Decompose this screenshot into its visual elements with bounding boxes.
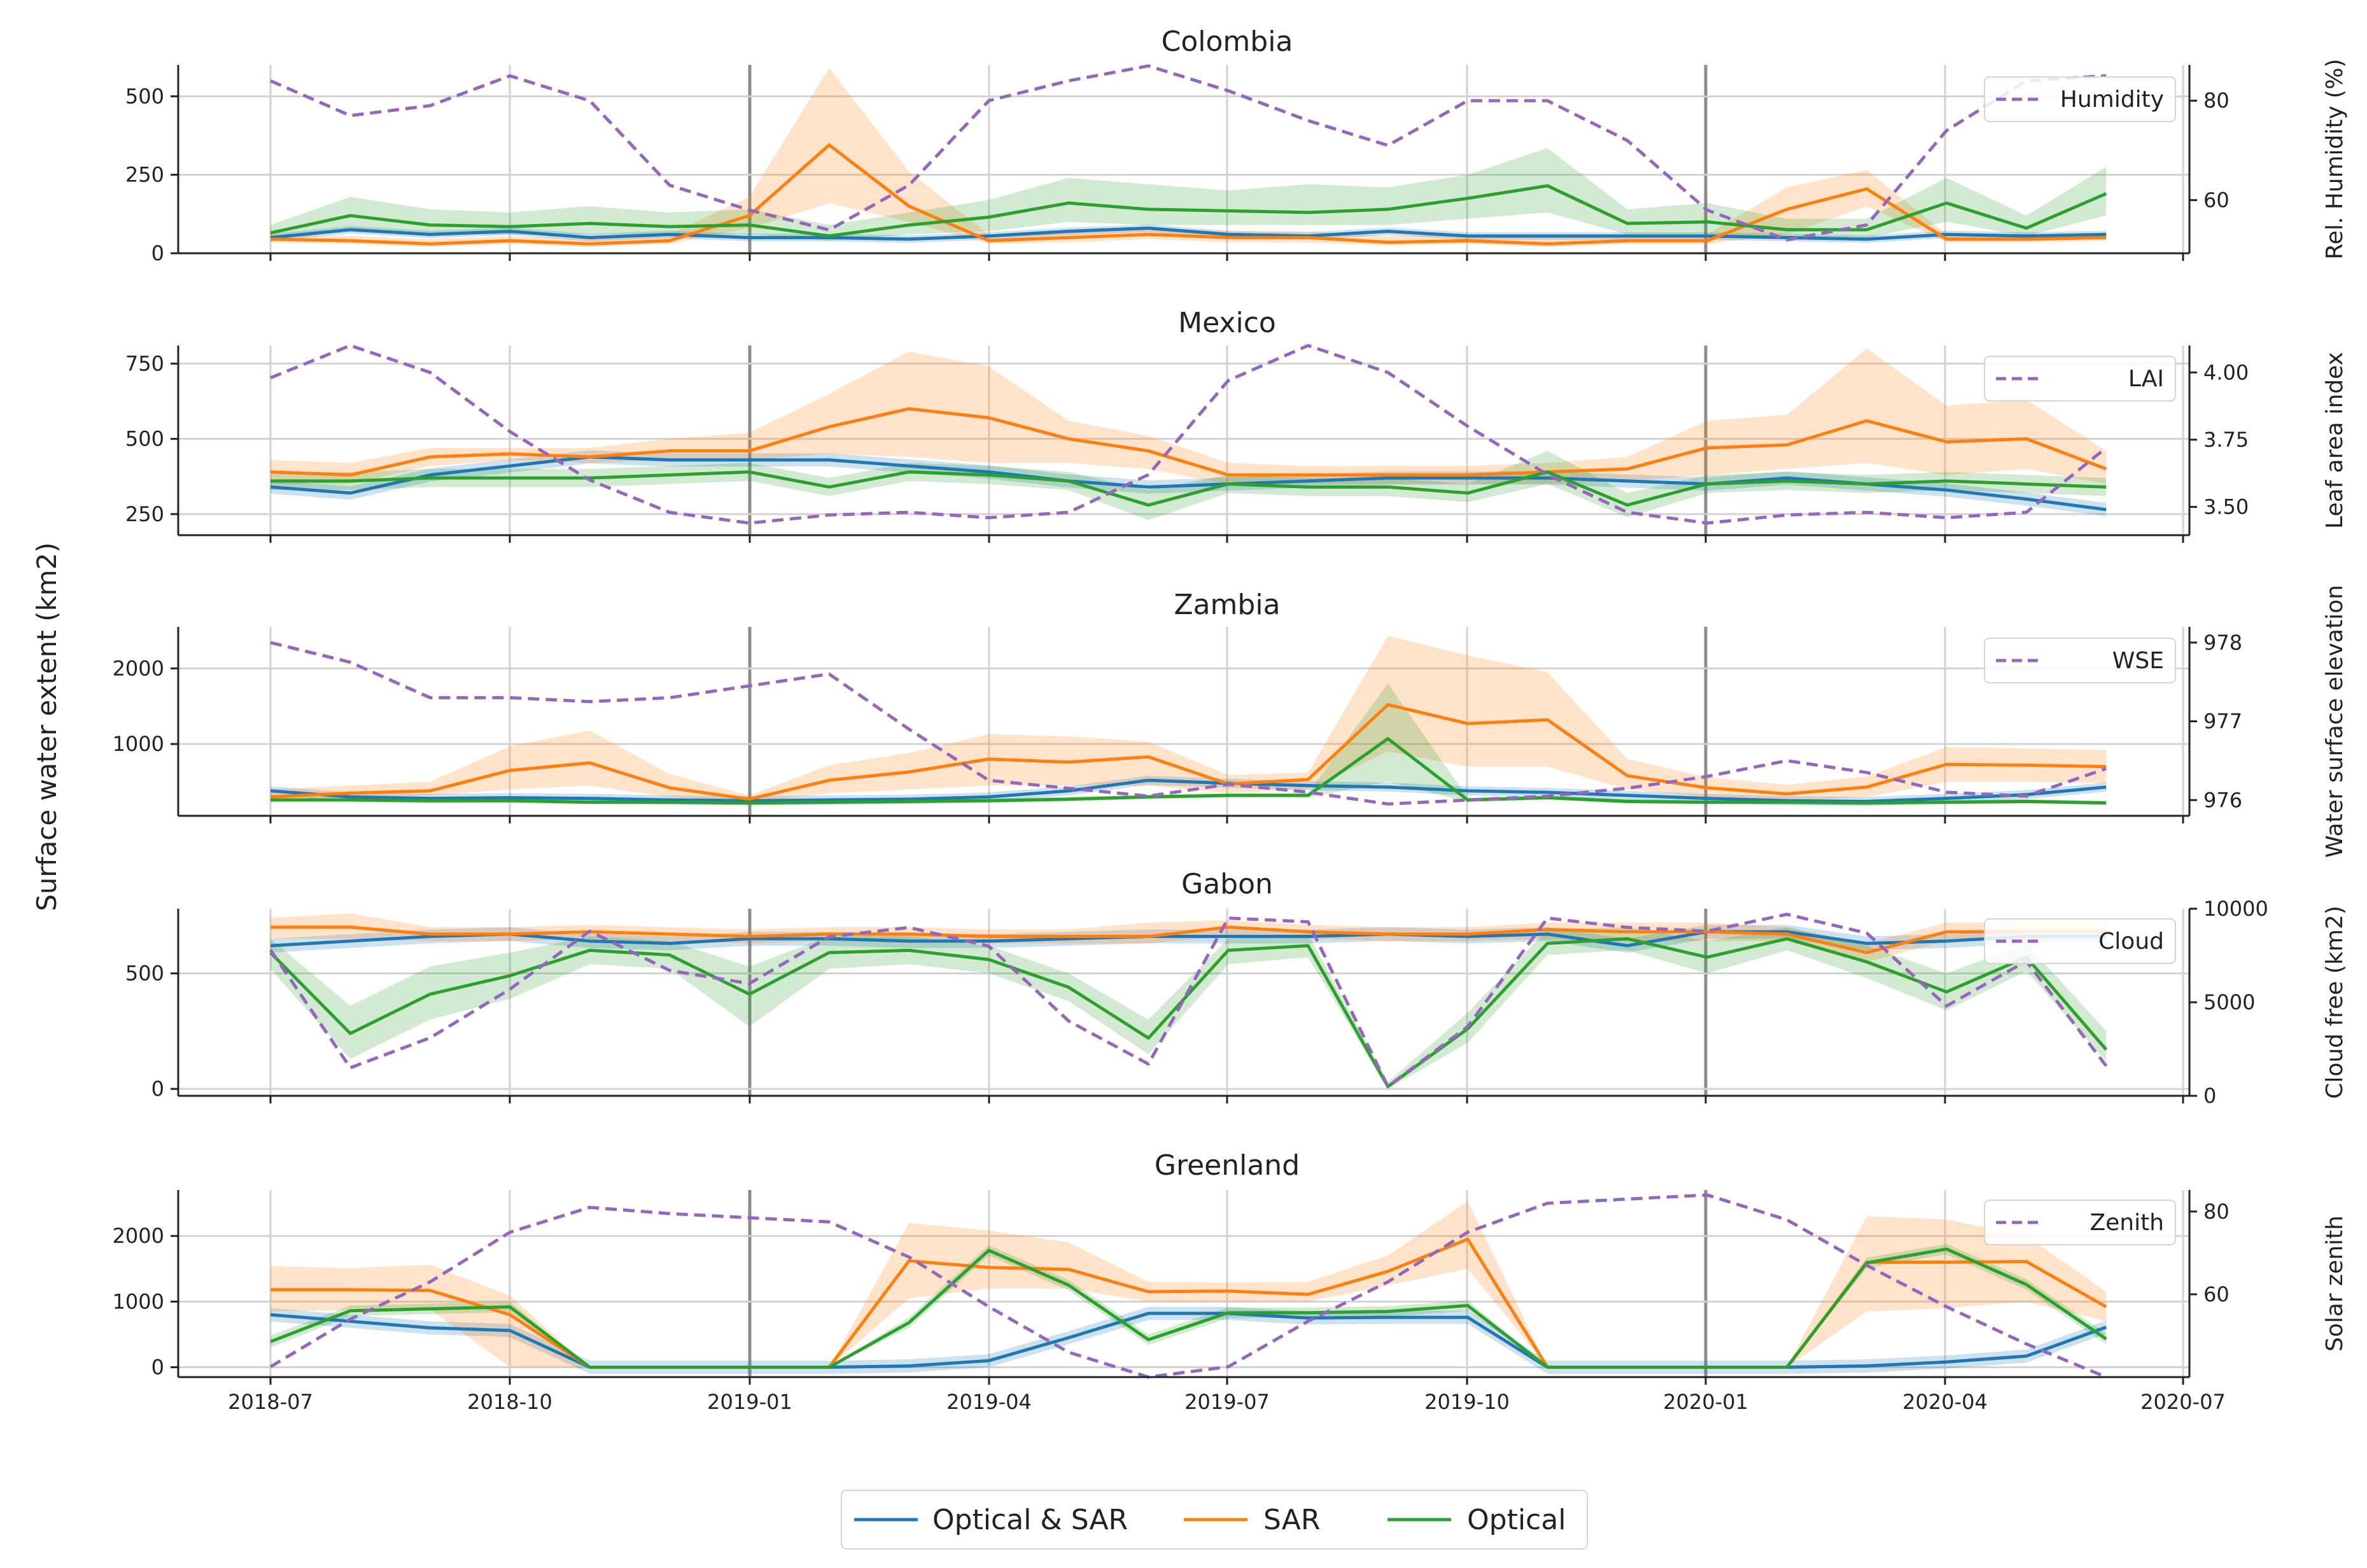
y2-tick-label: 80	[2203, 88, 2230, 113]
aux-legend: Cloud	[1984, 918, 2176, 964]
band-optical-and-sar	[270, 450, 2107, 517]
y-tick-label: 2000	[113, 656, 164, 680]
aux-legend: Humidity	[1984, 76, 2176, 122]
y2-tick-label: 80	[2203, 1200, 2230, 1224]
x-tick-label: 2019-04	[946, 1390, 1032, 1414]
x-tick-label: 2020-04	[1902, 1390, 1988, 1414]
y2-tick-label: 3.50	[2203, 495, 2249, 519]
y-tick-label: 1000	[113, 1289, 164, 1313]
line-sar	[270, 703, 2107, 801]
line-sar	[270, 407, 2107, 477]
panel-mexico: 250 500 750 3.50 3.75 4.00 Mexico Leaf area ind…	[125, 307, 2348, 543]
panel-title: Mexico	[1178, 307, 1276, 339]
band-optical	[270, 927, 2107, 1089]
line-lai	[270, 344, 2107, 525]
y-tick-label: 500	[125, 962, 164, 986]
y-tick-label: 500	[125, 427, 164, 451]
line-optical	[270, 737, 2107, 805]
band-sar	[270, 1201, 2107, 1368]
aux-legend-frame	[1984, 76, 2176, 122]
band-optical-and-sar	[270, 776, 2107, 806]
y2-axis-label: Leaf area index	[2322, 352, 2348, 529]
line-optical-and-sar	[270, 227, 2107, 241]
line-humidity	[270, 64, 2107, 242]
line-sar	[270, 143, 2107, 246]
panel-colombia: 0 250 500 60 80 Colombia Rel. Humidity (%) Humi…	[125, 25, 2348, 265]
y2-tick-label: 977	[2203, 710, 2242, 734]
y-tick-label: 0	[151, 241, 164, 265]
y-tick-label: 750	[125, 351, 164, 375]
y-tick-label: 0	[151, 1077, 164, 1101]
legend-label-sar: SAR	[1263, 1504, 1320, 1536]
y2-tick-label: 5000	[2203, 990, 2255, 1014]
aux-legend-label: LAI	[2128, 366, 2164, 392]
band-optical	[270, 1243, 2107, 1368]
line-optical-and-sar	[270, 930, 2107, 948]
y-tick-label: 1000	[113, 732, 164, 756]
y2-tick-label: 60	[2203, 1282, 2230, 1306]
y-tick-label: 250	[125, 502, 164, 526]
y-tick-label: 250	[125, 163, 164, 187]
y2-axis-label: Solar zenith	[2322, 1215, 2348, 1352]
band-optical	[270, 148, 2107, 241]
y2-tick-label: 3.75	[2203, 428, 2249, 452]
legend-label-optical: Optical	[1467, 1504, 1566, 1536]
x-tick-label: 2019-01	[707, 1390, 792, 1414]
legend: Optical & SAR SAR Optical	[841, 1490, 1588, 1550]
aux-legend: Zenith	[1984, 1200, 2176, 1245]
x-tick-label: 2020-07	[2140, 1390, 2226, 1414]
y2-axis-label: Cloud free (km2)	[2322, 906, 2348, 1099]
aux-legend-frame	[1984, 356, 2176, 402]
panel-title: Colombia	[1162, 25, 1293, 58]
band-sar	[270, 67, 2107, 248]
panel-zambia: 1000 2000 976 977 978 Zambia Water surface ele…	[113, 585, 2348, 858]
aux-legend-frame	[1984, 638, 2176, 683]
line-optical	[270, 184, 2107, 238]
line-optical-and-sar	[270, 455, 2107, 512]
aux-legend-frame	[1984, 1200, 2176, 1245]
x-tick-label: 2018-10	[467, 1390, 552, 1414]
x-tick-label: 2018-07	[228, 1390, 313, 1414]
aux-legend-label: Cloud	[2098, 928, 2164, 955]
aux-legend: WSE	[1984, 638, 2176, 683]
aux-legend-label: WSE	[2112, 648, 2164, 674]
line-optical	[270, 470, 2107, 507]
aux-legend-label: Zenith	[2090, 1210, 2164, 1236]
x-tick-label: 2020-01	[1663, 1390, 1748, 1414]
y-tick-label: 2000	[113, 1224, 164, 1248]
band-optical-and-sar	[270, 925, 2107, 953]
x-tick-label: 2019-07	[1184, 1390, 1270, 1414]
gridlines-mexico	[178, 346, 2189, 535]
x-tick-label: 2019-10	[1424, 1390, 1510, 1414]
gridlines-zambia	[178, 627, 2189, 816]
panel-title: Greenland	[1155, 1149, 1300, 1182]
legend-label-optical-and-sar: Optical & SAR	[932, 1504, 1128, 1536]
line-sar	[270, 925, 2107, 955]
line-zenith	[269, 1193, 2107, 1379]
y-tick-label: 0	[151, 1355, 164, 1380]
panel-greenland: 0 1000 2000 60 80 Greenland Solar zenith Zenith	[113, 1149, 2348, 1385]
y-tick-label: 500	[125, 84, 164, 108]
panel-title: Gabon	[1181, 868, 1273, 900]
line-wse	[270, 641, 2107, 806]
y2-tick-label: 4.00	[2203, 360, 2249, 384]
y2-tick-label: 60	[2203, 188, 2230, 212]
line-optical-and-sar	[270, 1312, 2107, 1369]
y2-tick-label: 976	[2203, 788, 2242, 812]
line-cloud	[269, 913, 2108, 1088]
figure-y-axis-label: Surface water extent (km2)	[31, 542, 62, 911]
panel-title: Zambia	[1174, 589, 1280, 621]
line-optical	[270, 1247, 2107, 1369]
y2-tick-label: 0	[2203, 1084, 2216, 1108]
y2-axis-label: Rel. Humidity (%)	[2322, 59, 2348, 259]
y2-tick-label: 10000	[2203, 897, 2268, 921]
y2-axis-label: Water surface elevation	[2322, 585, 2348, 858]
aux-legend: LAI	[1984, 356, 2176, 402]
y2-tick-label: 978	[2203, 631, 2242, 655]
band-optical-and-sar	[270, 1306, 2107, 1374]
aux-legend-frame	[1984, 918, 2176, 964]
aux-legend-label: Humidity	[2060, 87, 2164, 113]
